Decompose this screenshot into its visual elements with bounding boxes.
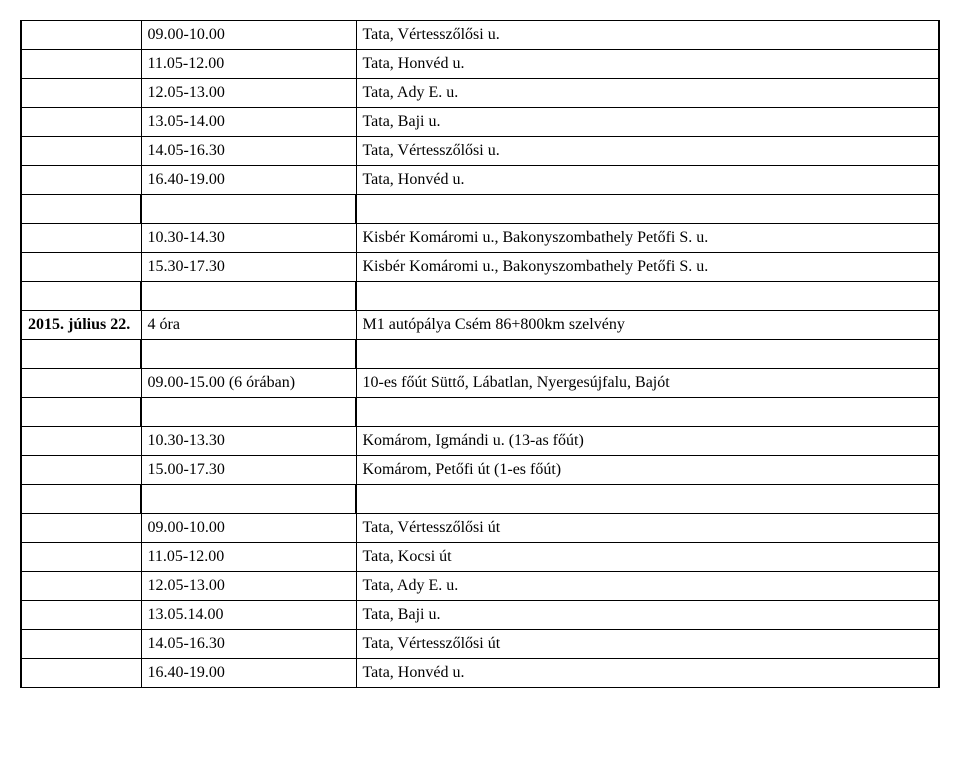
schedule-table: 09.00-10.00Tata, Vértesszőlősi u.11.05-1… xyxy=(20,20,940,688)
spacer-cell xyxy=(21,282,141,311)
empty-cell xyxy=(21,543,141,572)
empty-cell xyxy=(21,79,141,108)
time-cell: 16.40-19.00 xyxy=(141,166,356,195)
empty-cell xyxy=(21,427,141,456)
spacer-cell xyxy=(21,340,141,369)
spacer-cell xyxy=(141,398,356,427)
spacer-cell xyxy=(21,485,141,514)
location-cell: Tata, Vértesszőlősi út xyxy=(356,514,939,543)
time-cell: 09.00-10.00 xyxy=(141,21,356,50)
location-cell: Tata, Vértesszőlősi u. xyxy=(356,21,939,50)
empty-cell xyxy=(21,572,141,601)
spacer-cell xyxy=(141,485,356,514)
empty-cell xyxy=(21,369,141,398)
spacer-cell xyxy=(356,195,939,224)
hours-header: 4 óra xyxy=(141,311,356,340)
spacer-cell xyxy=(356,340,939,369)
empty-cell xyxy=(21,50,141,79)
location-cell: Kisbér Komáromi u., Bakonyszombathely Pe… xyxy=(356,224,939,253)
empty-cell xyxy=(21,601,141,630)
time-cell: 12.05-13.00 xyxy=(141,79,356,108)
location-cell: Tata, Honvéd u. xyxy=(356,166,939,195)
time-cell: 12.05-13.00 xyxy=(141,572,356,601)
time-cell: 14.05-16.30 xyxy=(141,137,356,166)
location-cell: Tata, Baji u. xyxy=(356,601,939,630)
location-cell: Tata, Honvéd u. xyxy=(356,50,939,79)
time-cell: 09.00-10.00 xyxy=(141,514,356,543)
empty-cell xyxy=(21,659,141,688)
time-cell: 10.30-14.30 xyxy=(141,224,356,253)
location-cell: Tata, Vértesszőlősi u. xyxy=(356,137,939,166)
spacer-cell xyxy=(21,195,141,224)
location-header: M1 autópálya Csém 86+800km szelvény xyxy=(356,311,939,340)
location-cell: Komárom, Petőfi út (1-es főút) xyxy=(356,456,939,485)
date-header: 2015. július 22. xyxy=(21,311,141,340)
empty-cell xyxy=(21,224,141,253)
empty-cell xyxy=(21,514,141,543)
empty-cell xyxy=(21,166,141,195)
spacer-cell xyxy=(356,485,939,514)
location-cell: Tata, Kocsi út xyxy=(356,543,939,572)
empty-cell xyxy=(21,253,141,282)
spacer-cell xyxy=(356,398,939,427)
location-cell: Tata, Baji u. xyxy=(356,108,939,137)
time-cell: 11.05-12.00 xyxy=(141,543,356,572)
location-cell: Tata, Honvéd u. xyxy=(356,659,939,688)
empty-cell xyxy=(21,456,141,485)
spacer-cell xyxy=(21,398,141,427)
time-cell: 09.00-15.00 (6 órában) xyxy=(141,369,356,398)
empty-cell xyxy=(21,630,141,659)
location-cell: Komárom, Igmándi u. (13-as főút) xyxy=(356,427,939,456)
time-cell: 13.05-14.00 xyxy=(141,108,356,137)
spacer-cell xyxy=(141,195,356,224)
time-cell: 15.00-17.30 xyxy=(141,456,356,485)
time-cell: 15.30-17.30 xyxy=(141,253,356,282)
time-cell: 10.30-13.30 xyxy=(141,427,356,456)
spacer-cell xyxy=(356,282,939,311)
empty-cell xyxy=(21,108,141,137)
location-cell: Tata, Ady E. u. xyxy=(356,572,939,601)
time-cell: 16.40-19.00 xyxy=(141,659,356,688)
empty-cell xyxy=(21,21,141,50)
spacer-cell xyxy=(141,282,356,311)
time-cell: 11.05-12.00 xyxy=(141,50,356,79)
location-cell: Tata, Vértesszőlősi út xyxy=(356,630,939,659)
spacer-cell xyxy=(141,340,356,369)
time-cell: 13.05.14.00 xyxy=(141,601,356,630)
location-cell: 10-es főút Süttő, Lábatlan, Nyergesújfal… xyxy=(356,369,939,398)
location-cell: Kisbér Komáromi u., Bakonyszombathely Pe… xyxy=(356,253,939,282)
time-cell: 14.05-16.30 xyxy=(141,630,356,659)
empty-cell xyxy=(21,137,141,166)
location-cell: Tata, Ady E. u. xyxy=(356,79,939,108)
